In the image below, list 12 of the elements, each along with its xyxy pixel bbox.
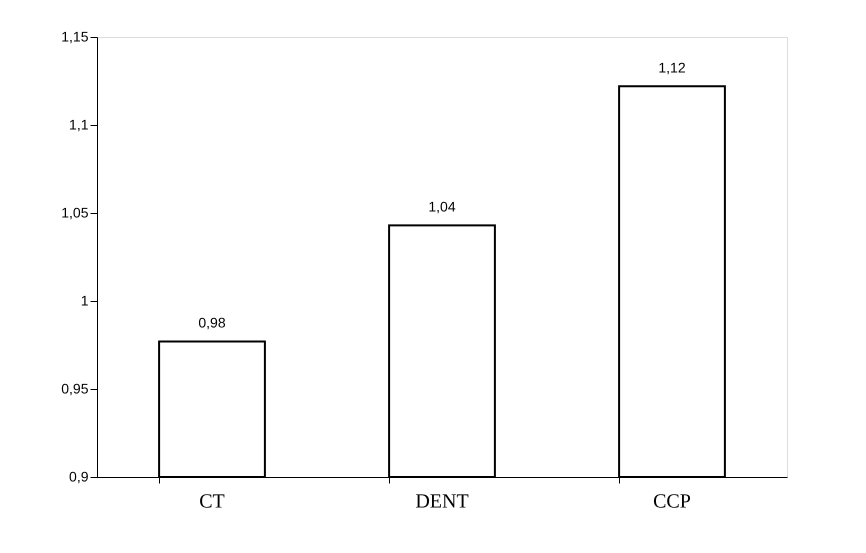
y-tick-label: 1,15: [61, 28, 89, 44]
y-tick-label: 1: [80, 292, 89, 308]
x-tick-label: DENT: [415, 490, 469, 512]
x-tick-label: CT: [199, 490, 225, 512]
y-tick-label: 1,1: [69, 116, 89, 132]
data-label: 0,98: [198, 314, 226, 330]
y-tick-label: 1,05: [61, 204, 89, 220]
y-tick-label: 0,9: [69, 468, 89, 484]
data-label: 1,12: [658, 59, 686, 76]
y-tick-label: 0,95: [61, 380, 89, 396]
data-label: 1,04: [428, 198, 456, 214]
x-tick-label: CCP: [653, 490, 691, 512]
